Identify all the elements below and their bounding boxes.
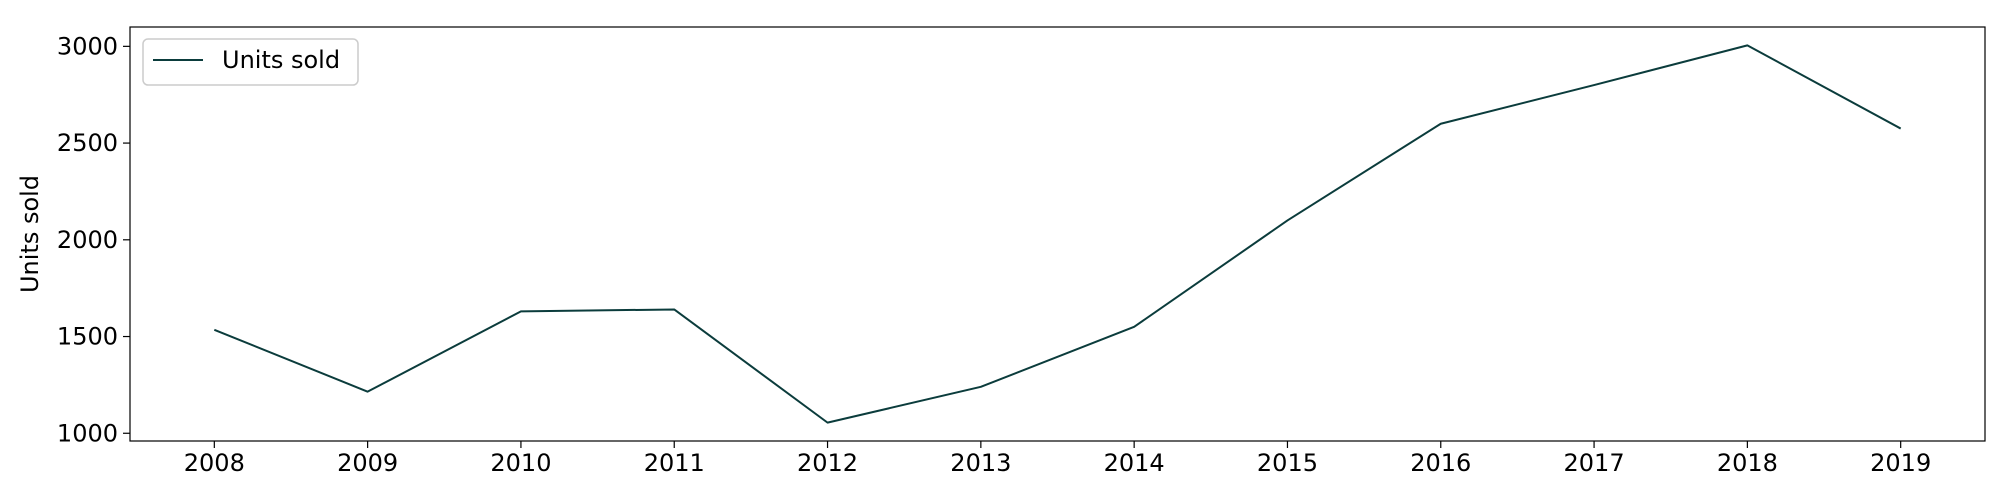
legend: Units sold [143, 39, 358, 85]
x-tick-label: 2010 [490, 449, 551, 477]
x-tick-label: 2019 [1870, 449, 1931, 477]
x-tick-label: 2018 [1717, 449, 1778, 477]
x-tick-label: 2008 [184, 449, 245, 477]
y-tick-label: 3000 [57, 32, 118, 60]
x-axis-ticks: 2008 2009 2010 2011 2012 2013 2014 2015 2016 2017… [184, 441, 1931, 477]
y-tick-label: 2500 [57, 129, 118, 157]
series-layer [214, 45, 1900, 422]
x-tick-label: 2015 [1257, 449, 1318, 477]
y-axis-title: Units sold [16, 175, 44, 293]
x-tick-label: 2013 [950, 449, 1011, 477]
x-tick-label: 2009 [337, 449, 398, 477]
legend-label: Units sold [222, 46, 340, 74]
y-tick-label: 1000 [57, 419, 118, 447]
x-tick-label: 2014 [1104, 449, 1165, 477]
x-tick-label: 2011 [644, 449, 705, 477]
y-tick-label: 1500 [57, 323, 118, 351]
y-tick-label: 2000 [57, 226, 118, 254]
x-tick-label: 2012 [797, 449, 858, 477]
x-tick-label: 2016 [1410, 449, 1471, 477]
series-line [214, 45, 1900, 422]
plot-area-frame [130, 27, 1985, 441]
y-axis-ticks: 1000 1500 2000 2500 3000 [57, 32, 130, 447]
x-tick-label: 2017 [1564, 449, 1625, 477]
